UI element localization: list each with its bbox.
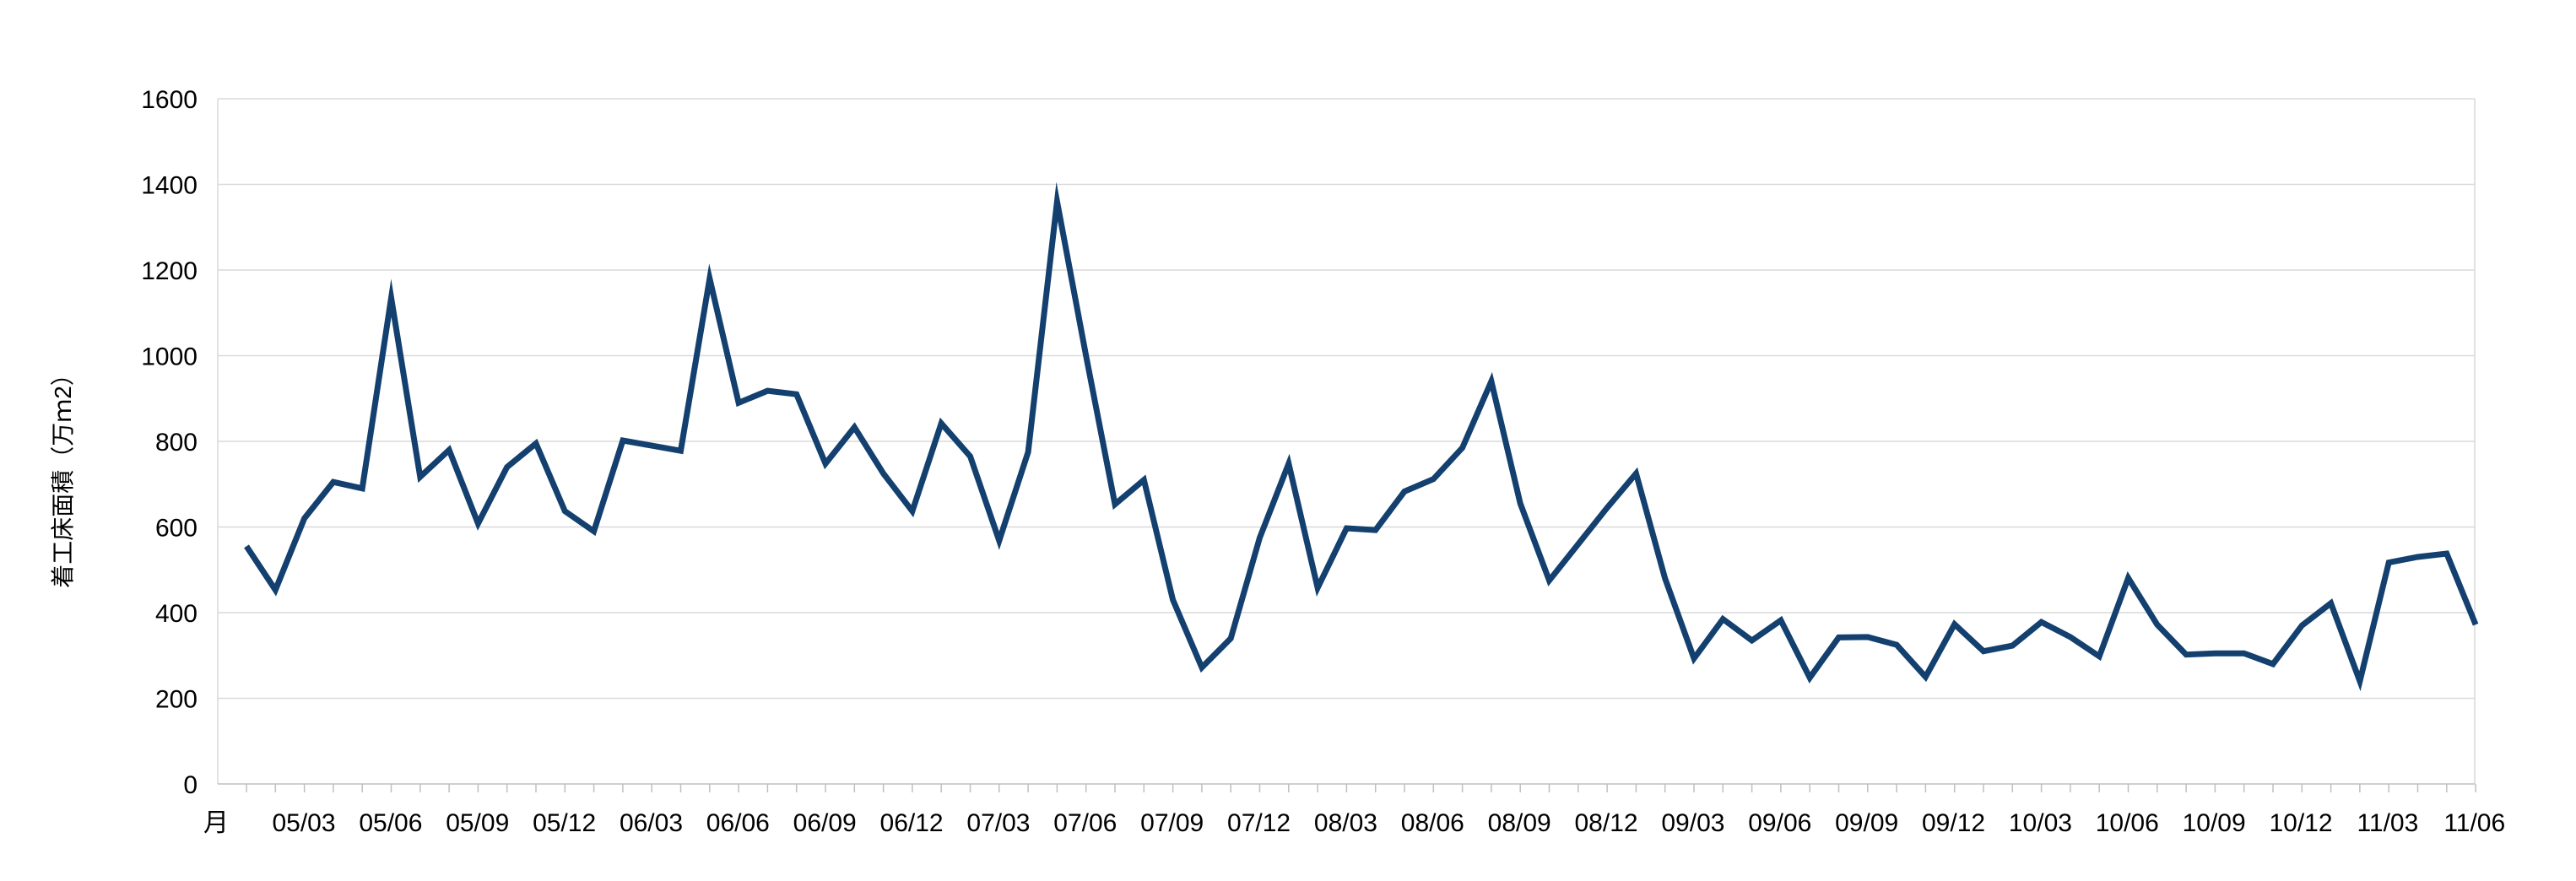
x-tick-label-06-09: 06/09 (793, 809, 857, 837)
x-tick-label-06-03: 06/03 (620, 809, 683, 837)
x-tick-label-10-09: 10/09 (2183, 809, 2246, 837)
y-tick-labels: 0 200 400 600 800 1000 1200 1400 1600 (141, 86, 198, 799)
y-tick-label-800: 800 (155, 429, 198, 457)
x-axis-unit-label: 月 (203, 809, 229, 837)
y-tick-label-600: 600 (155, 515, 198, 543)
y-tick-label-1600: 1600 (141, 86, 198, 114)
x-tick-label-07-06: 07/06 (1053, 809, 1117, 837)
x-tick-label-07-09: 07/09 (1140, 809, 1204, 837)
y-tick-label-400: 400 (155, 600, 198, 628)
x-tick-label-08-09: 08/09 (1488, 809, 1551, 837)
x-tick-label-08-12: 08/12 (1575, 809, 1638, 837)
x-tick-label-05-09: 05/09 (446, 809, 509, 837)
x-tick-label-10-03: 10/03 (2009, 809, 2072, 837)
y-tick-label-1400: 1400 (141, 172, 198, 200)
y-tick-label-0: 0 (183, 771, 198, 799)
y-tick-label-1000: 1000 (141, 343, 198, 371)
x-tick-label-11-06: 11/06 (2443, 809, 2505, 837)
x-tick-label-09-06: 09/06 (1748, 809, 1811, 837)
x-tick-label-09-03: 09/03 (1661, 809, 1724, 837)
x-tick-label-08-06: 08/06 (1401, 809, 1464, 837)
series-line-1 (244, 181, 2479, 692)
x-tick-label-07-03: 07/03 (966, 809, 1030, 837)
x-tick-label-09-12: 09/12 (1922, 809, 1985, 837)
x-tick-label-05-12: 05/12 (533, 809, 596, 837)
x-tick-label-07-12: 07/12 (1227, 809, 1291, 837)
x-tick-label-05-06: 05/06 (359, 809, 422, 837)
x-tick-label-10-12: 10/12 (2269, 809, 2332, 837)
y-tick-label-1200: 1200 (141, 257, 198, 285)
series-layer (244, 181, 2479, 692)
y-tick-label-200: 200 (155, 686, 198, 714)
x-tick-label-06-12: 06/12 (880, 809, 944, 837)
x-tick-label-10-06: 10/06 (2096, 809, 2159, 837)
x-tick-labels: 05/03 05/06 05/09 05/12 06/03 06/06 06/09 06/12… (272, 809, 2505, 837)
x-tick-label-09-09: 09/09 (1835, 809, 1898, 837)
axes (217, 99, 2476, 792)
x-tick-label-11-03: 11/03 (2357, 809, 2418, 837)
x-tick-label-08-03: 08/03 (1314, 809, 1377, 837)
y-axis-title: 着工床面積（万ｍ2） (50, 362, 76, 588)
x-tick-label-05-03: 05/03 (272, 809, 335, 837)
gridlines (218, 98, 2475, 700)
x-tick-label-06-06: 06/06 (706, 809, 770, 837)
